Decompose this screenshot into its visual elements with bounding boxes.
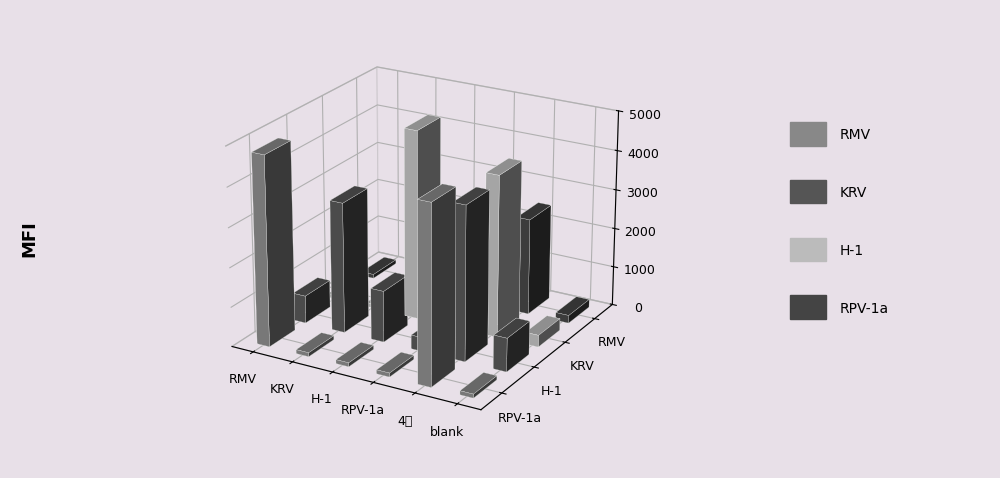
Text: MFI: MFI <box>20 221 38 257</box>
Bar <box>790 180 826 204</box>
Bar <box>790 295 826 319</box>
Text: H-1: H-1 <box>840 244 864 258</box>
Text: RPV-1a: RPV-1a <box>840 302 889 315</box>
Text: KRV: KRV <box>840 186 867 200</box>
Bar <box>790 238 826 261</box>
Text: RMV: RMV <box>840 128 871 142</box>
Bar <box>790 122 826 145</box>
